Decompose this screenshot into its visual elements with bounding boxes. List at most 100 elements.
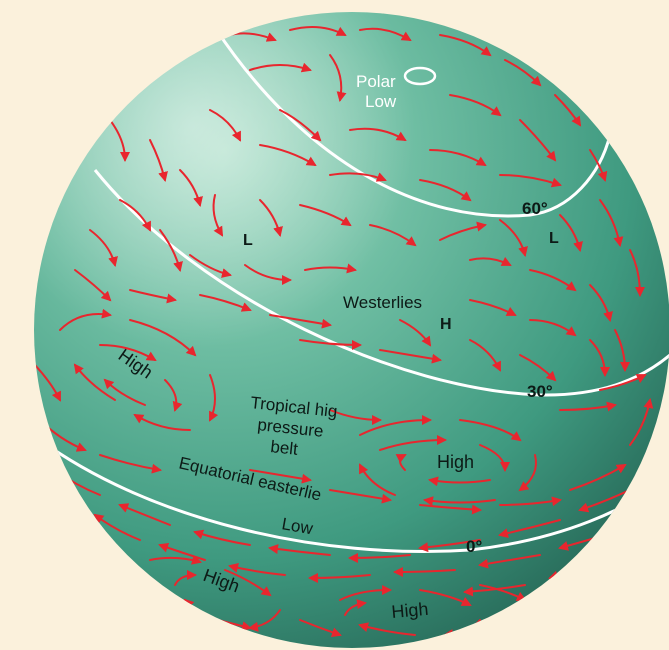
- label-h: H: [440, 316, 452, 333]
- wind-arrow: [529, 269, 577, 292]
- wind-arrow: [179, 169, 203, 207]
- wind-arrow: [599, 374, 647, 391]
- wind-arrow: [519, 609, 567, 626]
- wind-arrow: [279, 109, 322, 142]
- wind-arrow: [429, 149, 487, 167]
- label-high-bottom-right: High: [391, 599, 430, 622]
- wind-arrow: [269, 314, 332, 329]
- wind-arrow: [209, 374, 219, 422]
- wind-arrow: [519, 354, 557, 382]
- wind-arrow: [469, 299, 517, 316]
- wind-arrow: [299, 619, 342, 638]
- wind-arrow: [359, 463, 396, 496]
- label-l-right: L: [549, 230, 559, 247]
- wind-arrow: [498, 519, 561, 539]
- wind-arrow: [249, 62, 312, 73]
- wind-arrow: [228, 563, 286, 576]
- label-tropical-3: belt: [270, 437, 300, 459]
- wind-arrow: [209, 109, 241, 142]
- wind-arrow: [369, 224, 417, 247]
- label-lat-30: 30°: [527, 382, 553, 401]
- wind-arrow: [589, 149, 608, 182]
- wind-arrow: [89, 229, 118, 267]
- wind-arrow: [428, 476, 491, 487]
- wind-arrow: [589, 339, 610, 377]
- wind-arrow: [359, 415, 432, 436]
- wind-arrow: [259, 144, 317, 167]
- wind-arrow: [244, 264, 292, 285]
- wind-arrow: [268, 544, 331, 556]
- wind-arrow: [34, 359, 61, 402]
- wind-arrow: [133, 413, 191, 431]
- label-l-left: L: [243, 232, 253, 249]
- wind-arrow: [395, 454, 407, 471]
- polar-low-marker: [403, 66, 437, 86]
- label-lat-0: 0°: [466, 537, 482, 556]
- wind-arrow: [569, 463, 627, 491]
- wind-arrow: [164, 379, 183, 412]
- globe-highlight: [34, 12, 669, 648]
- wind-arrow: [304, 263, 357, 274]
- wind-arrow: [299, 204, 352, 227]
- wind-arrow: [399, 319, 432, 347]
- wind-arrow: [418, 539, 481, 553]
- label-polar-low: Low: [365, 92, 397, 111]
- wind-arrow: [559, 401, 617, 412]
- wind-arrow: [449, 94, 502, 117]
- wind-arrow: [518, 454, 537, 492]
- wind-arrow: [109, 119, 130, 162]
- wind-arrow: [419, 589, 472, 606]
- wind-arrow: [629, 249, 645, 297]
- wind-arrow: [174, 570, 197, 586]
- wind-arrow: [299, 339, 362, 350]
- wind-arrow: [248, 609, 281, 632]
- wind-arrow: [339, 585, 392, 601]
- wind-arrow: [73, 363, 116, 401]
- wind-arrow: [599, 199, 624, 247]
- wind-arrow: [193, 529, 251, 546]
- wind-arrow: [539, 604, 577, 619]
- wind-arrow: [99, 454, 162, 474]
- wind-arrow: [479, 444, 510, 472]
- wind-arrow: [393, 566, 456, 577]
- wind-arrow: [499, 496, 562, 507]
- wind-arrow: [93, 513, 141, 541]
- wind-arrow: [189, 254, 232, 278]
- wind-arrow: [529, 319, 577, 337]
- wind-arrow: [459, 419, 522, 442]
- label-westerlies: Westerlies: [343, 293, 422, 312]
- wind-arrow: [479, 584, 527, 601]
- wind-arrow: [149, 139, 168, 182]
- wind-arrow: [249, 469, 312, 484]
- wind-arrow: [212, 194, 224, 237]
- wind-arrow: [358, 622, 416, 636]
- wind-arrow: [554, 94, 582, 127]
- wind-arrow: [614, 329, 630, 372]
- wind-arrow: [379, 349, 442, 364]
- wind-arrow: [589, 284, 613, 322]
- wind-arrow: [259, 199, 283, 237]
- wind-arrow: [349, 127, 407, 142]
- wind-arrow: [289, 25, 347, 36]
- wind-arrow: [439, 34, 492, 57]
- wind-arrow: [224, 569, 272, 597]
- wind-arrow: [499, 174, 562, 188]
- wind-arrow: [499, 219, 528, 257]
- wind-arrow: [419, 179, 472, 202]
- label-lat-60: 60°: [522, 199, 548, 218]
- label-polar: Polar: [356, 72, 396, 91]
- wind-arrow: [359, 27, 412, 42]
- wind-arrow: [59, 308, 112, 331]
- wind-arrow: [348, 552, 411, 563]
- wind-arrow: [379, 435, 447, 451]
- wind-arrow: [159, 229, 183, 272]
- wind-arrow: [99, 344, 157, 362]
- wind-arrow: [199, 294, 252, 312]
- wind-arrow: [329, 172, 387, 182]
- latitude-line-north-edge: [93, 169, 669, 397]
- wind-arrow: [504, 59, 542, 87]
- wind-arrow: [469, 256, 512, 266]
- wind-arrow: [559, 214, 583, 252]
